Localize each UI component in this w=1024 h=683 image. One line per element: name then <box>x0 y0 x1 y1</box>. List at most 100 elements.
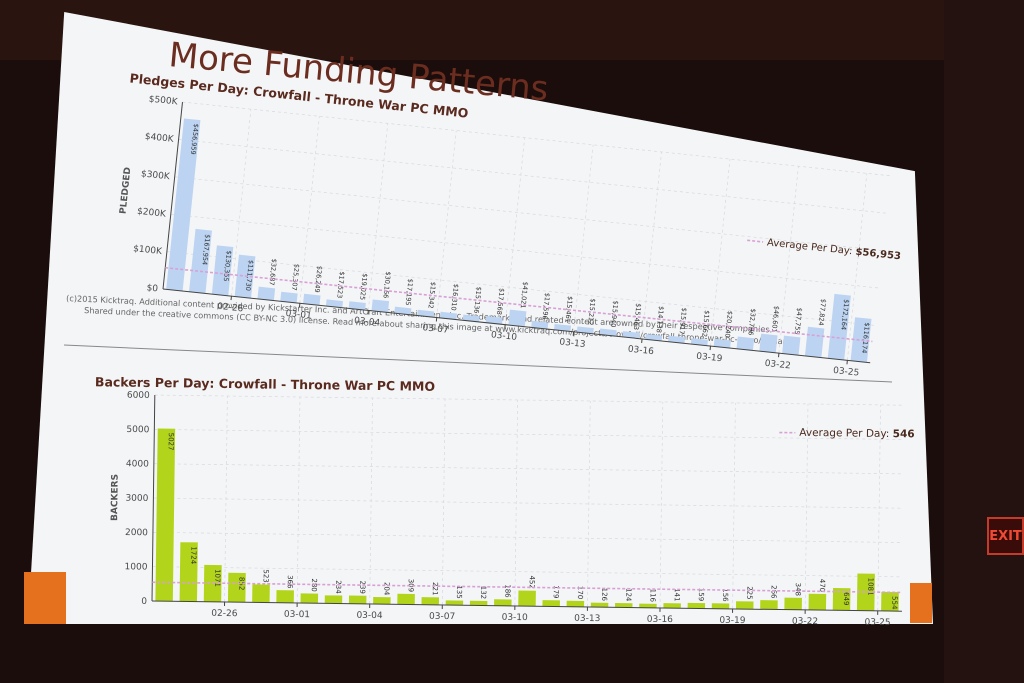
x-gridline <box>804 403 809 610</box>
bar <box>373 597 391 605</box>
bar-value-label: $32,687 <box>267 258 278 286</box>
x-gridline <box>710 159 731 347</box>
x-tick-label: 03-22 <box>792 617 818 627</box>
bar-value-label: 309 <box>407 579 415 592</box>
bar-value-label: 523 <box>262 569 270 582</box>
y-gridline <box>170 213 879 289</box>
bar <box>469 600 488 606</box>
x-gridline <box>573 144 594 332</box>
bar <box>590 602 609 608</box>
bar-value-label: 234 <box>334 580 342 594</box>
average-legend-value: $56,953 <box>855 247 901 263</box>
bar <box>784 597 802 610</box>
bar-value-label: $130,355 <box>222 250 233 282</box>
bar-value-label: 5027 <box>167 433 175 451</box>
x-tick-label: 03-10 <box>490 330 517 343</box>
bar <box>155 428 176 602</box>
y-gridline <box>152 566 903 578</box>
bar-value-label: 554 <box>890 596 898 610</box>
pledges-chart: Pledges Per Day: Crowfall - Throne War P… <box>119 70 902 378</box>
bar-value-label: $32,796 <box>747 308 758 336</box>
y-tick-label: $100K <box>133 244 164 257</box>
x-gridline <box>436 130 457 318</box>
y-tick-label: $300K <box>140 169 171 182</box>
y-gridline <box>178 139 886 214</box>
bar <box>687 602 706 609</box>
y-tick-label: $0 <box>146 283 159 294</box>
bar <box>827 293 851 360</box>
bar-value-label: 186 <box>503 584 511 598</box>
bar-value-label: 1724 <box>189 546 197 564</box>
bar-value-label: 1081 <box>866 578 874 596</box>
bar-value-label: 366 <box>286 575 294 589</box>
average-legend-value: 546 <box>893 428 915 440</box>
bar-value-label: 170 <box>576 586 584 599</box>
bar-value-label: $456,959 <box>189 123 200 155</box>
bar-value-label: $111,730 <box>244 260 255 292</box>
bar <box>850 317 872 363</box>
bar-value-label: $17,195 <box>404 278 415 306</box>
y-axis-label: PLEDGED <box>119 167 134 215</box>
bar <box>439 311 457 320</box>
bar <box>371 299 390 313</box>
bar <box>189 228 212 294</box>
average-legend-label: Average Per Day: <box>766 237 856 257</box>
screen-edge-left <box>24 572 66 624</box>
x-gridline <box>299 116 320 304</box>
bar <box>735 601 754 610</box>
bar <box>782 335 801 356</box>
bar-value-label: 141 <box>673 588 681 601</box>
room-wall <box>944 0 1024 683</box>
bar <box>760 600 778 610</box>
bar <box>599 328 617 337</box>
bar-value-label: $17,523 <box>335 271 346 299</box>
bar-value-label: $25,307 <box>290 263 301 291</box>
bar-value-label: $15,342 <box>426 281 437 309</box>
y-tick-label: 2000 <box>125 528 148 538</box>
bar-value-label: $19,025 <box>358 273 369 301</box>
x-tick-label: 03-16 <box>647 615 674 625</box>
average-legend: Average Per Day: $56,953 <box>766 237 901 262</box>
bar-value-label: 135 <box>455 585 463 598</box>
bar <box>566 600 585 607</box>
bar-value-label: $172,164 <box>839 299 850 331</box>
bar <box>303 293 321 306</box>
x-tick-label: 03-01 <box>284 610 310 620</box>
x-gridline <box>641 151 662 339</box>
y-tick-label: 5000 <box>126 425 149 435</box>
x-tick-label: 03-13 <box>559 337 586 350</box>
y-axis <box>162 101 183 290</box>
x-gridline <box>587 400 591 607</box>
x-gridline <box>514 399 519 606</box>
bar-value-label: 156 <box>721 588 729 602</box>
y-tick-label: 0 <box>141 597 147 607</box>
bar <box>445 600 464 606</box>
bar-value-label: 124 <box>624 588 632 602</box>
x-tick-label: 03-19 <box>696 352 723 365</box>
bar <box>518 590 536 607</box>
bar-value-label: 348 <box>794 583 802 596</box>
y-gridline <box>166 251 875 326</box>
bar <box>622 331 640 339</box>
bar <box>663 603 681 609</box>
y-gridline <box>174 176 882 251</box>
bar-value-label: 1071 <box>213 569 221 587</box>
x-gridline <box>877 404 881 611</box>
x-gridline <box>778 166 799 354</box>
bar <box>252 584 270 603</box>
bar <box>397 593 415 605</box>
bar <box>300 593 319 604</box>
backers-chart: Backers Per Day: Crowfall - Throne War P… <box>95 374 915 628</box>
bar <box>227 572 246 603</box>
bar <box>348 301 366 311</box>
bar-value-label: $41,021 <box>519 281 530 309</box>
bar-value-label: 852 <box>237 577 245 590</box>
bar <box>348 595 367 604</box>
bar <box>417 309 435 318</box>
bar <box>494 599 512 606</box>
bar <box>485 316 503 325</box>
bar-value-label: 239 <box>358 580 366 593</box>
y-gridline <box>153 463 904 475</box>
bar <box>394 306 412 315</box>
